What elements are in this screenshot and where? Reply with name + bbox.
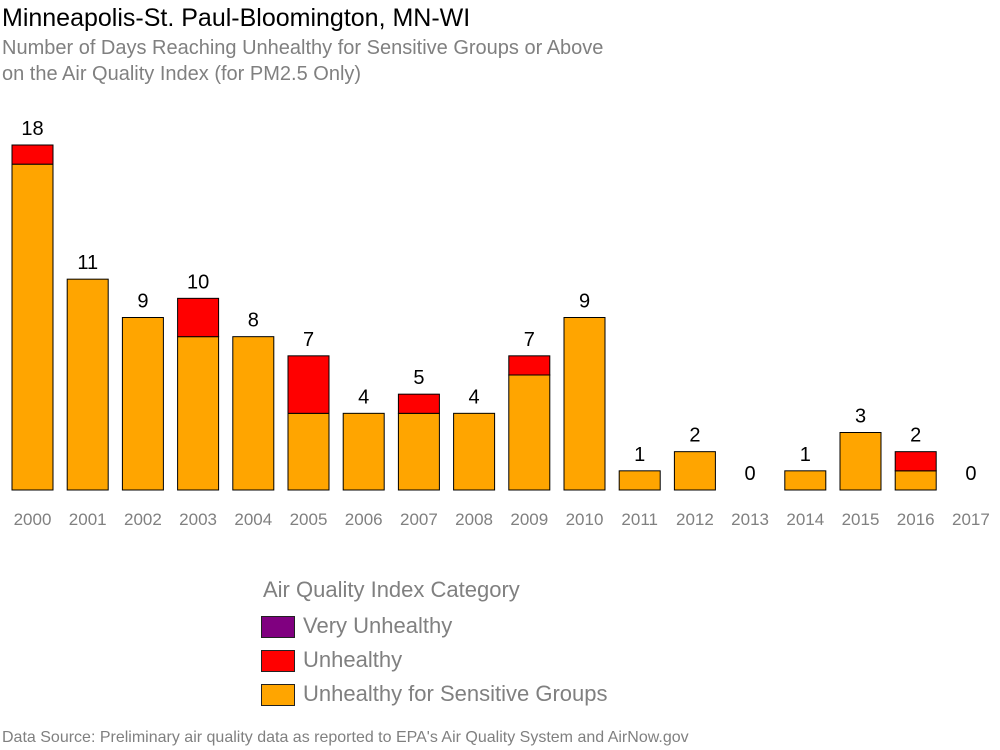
bar-2015-series-0 xyxy=(839,432,882,491)
bar-chart: 1820001120019200210200382004720054200652… xyxy=(11,118,990,529)
bar-2007-series-0 xyxy=(397,412,440,491)
x-tick-label-2008: 2008 xyxy=(455,510,493,529)
bar-2011-series-0 xyxy=(618,470,661,491)
bar-2000-series-1 xyxy=(11,144,54,165)
x-tick-label-2015: 2015 xyxy=(842,510,880,529)
x-tick-label-2003: 2003 xyxy=(179,510,217,529)
x-tick-label-2001: 2001 xyxy=(69,510,107,529)
chart-subtitle-line-1: Number of Days Reaching Unhealthy for Se… xyxy=(2,37,604,59)
bar-2010-series-0 xyxy=(563,317,606,491)
bar-2002-series-0 xyxy=(121,317,164,491)
data-label-2015: 3 xyxy=(855,406,866,428)
bar-2014-series-0 xyxy=(784,470,827,491)
data-source-note: Data Source: Preliminary air quality dat… xyxy=(2,729,689,746)
data-label-2005: 7 xyxy=(303,329,314,351)
data-label-2003: 10 xyxy=(187,271,209,293)
data-label-2012: 2 xyxy=(689,425,700,447)
legend-label-very-unhealthy: Very Unhealthy xyxy=(303,613,453,638)
x-tick-label-2013: 2013 xyxy=(731,510,769,529)
x-tick-label-2005: 2005 xyxy=(290,510,328,529)
x-tick-label-2017: 2017 xyxy=(952,510,990,529)
x-tick-label-2002: 2002 xyxy=(124,510,162,529)
data-label-2006: 4 xyxy=(358,386,369,408)
legend-swatch-usg xyxy=(261,684,295,706)
data-label-2017: 0 xyxy=(965,463,976,485)
bar-2003-series-1 xyxy=(177,297,220,338)
data-label-2002: 9 xyxy=(137,291,148,313)
data-label-2014: 1 xyxy=(800,444,811,466)
x-tick-label-2009: 2009 xyxy=(510,510,548,529)
bar-2006-series-0 xyxy=(342,412,385,491)
x-tick-label-2004: 2004 xyxy=(234,510,272,529)
data-label-2007: 5 xyxy=(413,367,424,389)
legend-title: Air Quality Index Category xyxy=(263,577,520,602)
x-tick-label-2010: 2010 xyxy=(566,510,604,529)
data-label-2009: 7 xyxy=(524,329,535,351)
data-label-2016: 2 xyxy=(910,425,921,447)
data-label-2013: 0 xyxy=(745,463,756,485)
chart-title: Minneapolis-St. Paul-Bloomington, MN-WI xyxy=(2,4,471,32)
bar-2012-series-0 xyxy=(673,451,716,491)
bar-2009-series-1 xyxy=(508,355,551,376)
legend-swatch-very-unhealthy xyxy=(261,616,295,638)
data-label-2011: 1 xyxy=(634,444,645,466)
data-label-2001: 11 xyxy=(77,252,98,274)
bar-2001-series-0 xyxy=(66,278,109,491)
bar-2003-series-0 xyxy=(177,336,220,491)
x-tick-label-2016: 2016 xyxy=(897,510,935,529)
bar-2005-series-1 xyxy=(287,355,330,414)
x-tick-label-2014: 2014 xyxy=(786,510,824,529)
chart-subtitle-line-2: on the Air Quality Index (for PM2.5 Only… xyxy=(2,63,362,85)
data-label-2000: 18 xyxy=(21,118,43,140)
x-tick-label-2011: 2011 xyxy=(621,510,658,529)
x-tick-label-2012: 2012 xyxy=(676,510,714,529)
bar-2016-series-0 xyxy=(894,470,937,491)
legend-swatch-unhealthy xyxy=(261,650,295,672)
x-tick-label-2000: 2000 xyxy=(14,510,52,529)
x-tick-label-2006: 2006 xyxy=(345,510,383,529)
bar-2005-series-0 xyxy=(287,412,330,491)
legend-label-unhealthy: Unhealthy xyxy=(303,647,403,672)
data-label-2008: 4 xyxy=(469,386,480,408)
bar-2004-series-0 xyxy=(232,336,275,491)
data-label-2010: 9 xyxy=(579,291,590,313)
x-tick-label-2007: 2007 xyxy=(400,510,438,529)
bar-2008-series-0 xyxy=(453,412,496,491)
data-label-2004: 8 xyxy=(248,310,259,332)
bar-2016-series-1 xyxy=(894,451,937,472)
legend-label-usg: Unhealthy for Sensitive Groups xyxy=(303,681,608,706)
bar-2000-series-0 xyxy=(11,163,54,491)
bar-2007-series-1 xyxy=(397,393,440,414)
bar-2009-series-0 xyxy=(508,374,551,491)
